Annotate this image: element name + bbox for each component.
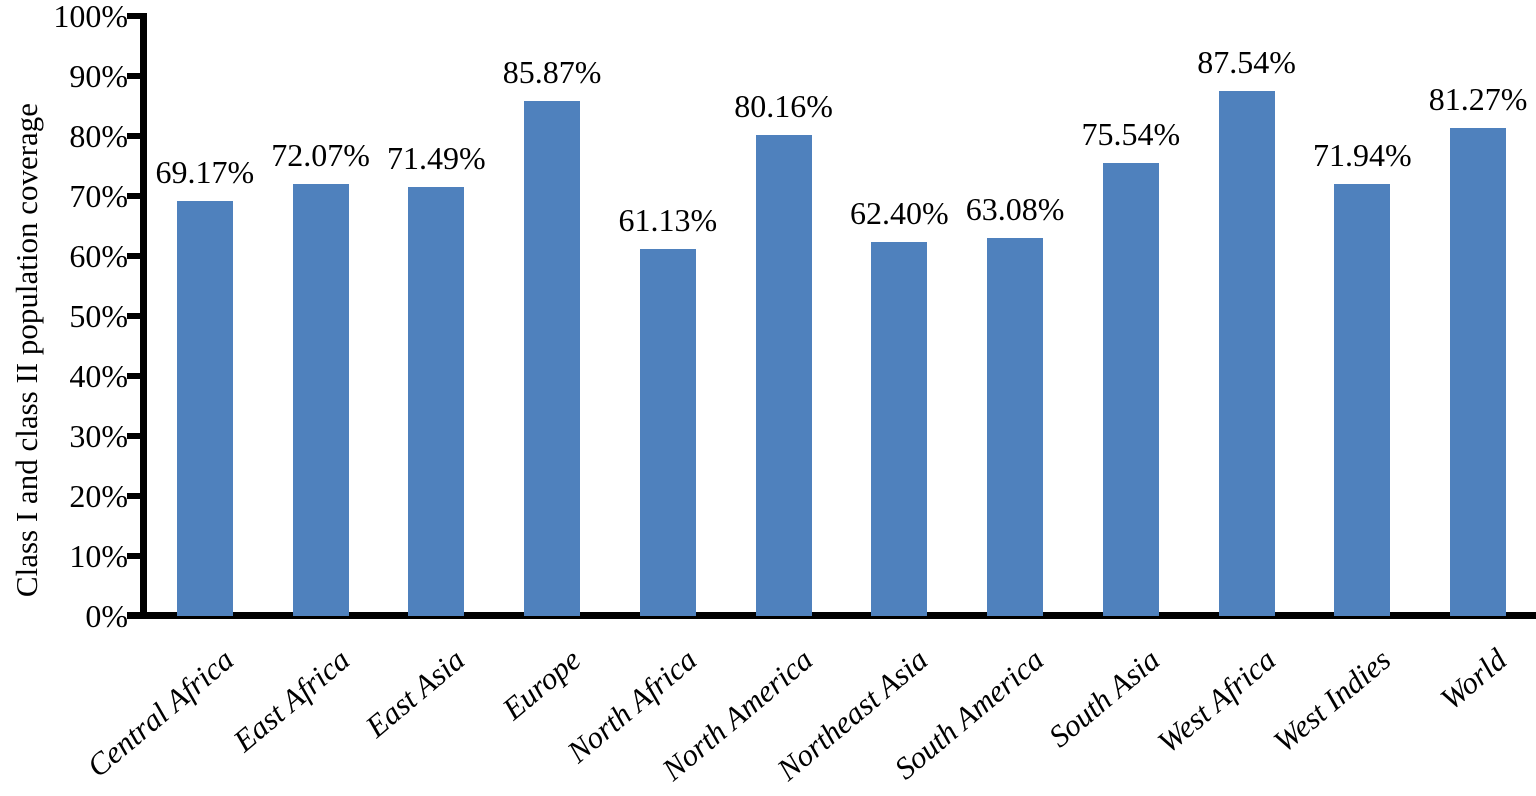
y-tick-mark <box>127 253 140 259</box>
bar-value-label: 69.17% <box>155 153 255 190</box>
bar <box>871 241 928 616</box>
bar-value-label: 71.94% <box>1313 137 1412 174</box>
bar <box>755 135 812 616</box>
y-tick-label: 50% <box>69 298 128 334</box>
x-axis-line <box>127 612 1536 619</box>
y-tick-mark <box>127 373 140 379</box>
bar-value-label: 85.87% <box>502 53 602 90</box>
y-tick-label: 10% <box>69 538 128 574</box>
y-tick-mark <box>127 13 140 19</box>
y-tick-label: 30% <box>69 418 128 454</box>
y-tick-label: 80% <box>69 118 128 154</box>
bar <box>639 249 696 616</box>
y-tick-label: 0% <box>85 598 128 634</box>
y-tick-mark <box>127 193 140 199</box>
bar-value-label: 63.08% <box>965 190 1065 227</box>
bar-value-label: 62.40% <box>850 194 949 231</box>
bar-value-label: 72.07% <box>271 136 370 173</box>
bar-value-label: 81.27% <box>1428 81 1528 118</box>
y-axis-line <box>140 13 147 619</box>
bar-value-label: 61.13% <box>618 202 718 239</box>
bar-value-label: 71.49% <box>387 140 486 177</box>
bar <box>292 183 349 616</box>
y-tick-mark <box>127 553 140 559</box>
bar <box>176 200 233 616</box>
y-tick-label: 100% <box>53 0 128 34</box>
bar <box>1334 184 1391 616</box>
bar-value-label: 75.54% <box>1081 115 1181 152</box>
y-tick-label: 20% <box>69 478 128 514</box>
y-tick-label: 60% <box>69 238 128 274</box>
y-tick-label: 70% <box>69 178 128 214</box>
bar <box>524 100 581 616</box>
y-tick-mark <box>127 313 140 319</box>
bar-value-label: 80.16% <box>734 88 833 125</box>
y-tick-mark <box>127 73 140 79</box>
bar <box>1102 162 1159 616</box>
y-tick-label: 90% <box>69 58 128 94</box>
bar <box>408 187 465 616</box>
bar <box>1450 128 1507 616</box>
y-axis-title: Class I and class II population coverage <box>9 102 44 598</box>
bar <box>987 237 1044 616</box>
y-tick-mark <box>127 433 140 439</box>
y-tick-label: 40% <box>69 358 128 394</box>
bar-value-label: 87.54% <box>1197 43 1296 80</box>
y-tick-mark <box>127 133 140 139</box>
bar <box>1218 90 1275 616</box>
y-tick-mark <box>127 493 140 499</box>
